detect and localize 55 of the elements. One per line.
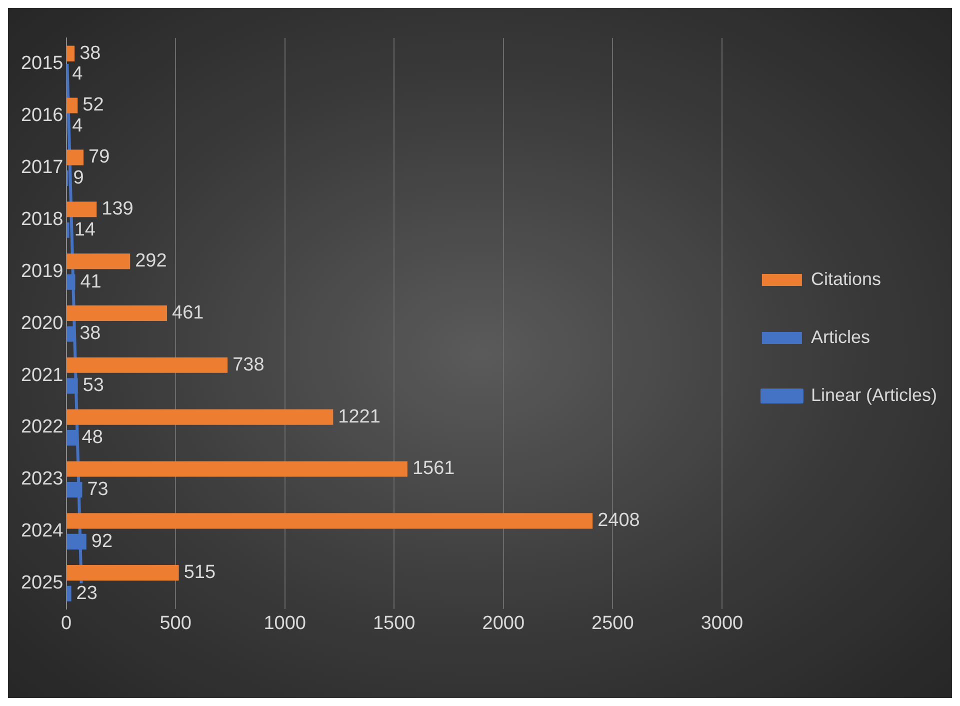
y-tick-label: 2020	[20, 312, 64, 334]
data-label: 4	[72, 64, 84, 85]
data-label: 2408	[598, 510, 640, 532]
data-label: 1561	[412, 458, 455, 480]
x-tick-label: 1500	[372, 612, 416, 634]
x-tick-label: 2000	[482, 612, 525, 634]
bar	[66, 254, 130, 270]
data-label: 41	[80, 271, 102, 292]
data-label: 292	[135, 250, 167, 272]
bar	[66, 357, 228, 373]
bar	[66, 586, 72, 602]
y-tick-label: 2015	[20, 53, 64, 74]
y-tick-label: 2016	[20, 105, 64, 126]
data-label: 53	[82, 375, 104, 396]
data-label: 48	[82, 427, 103, 448]
y-tick-label: 2018	[20, 208, 64, 230]
data-label: 9	[73, 167, 84, 188]
data-label: 73	[87, 479, 108, 500]
y-tick-label: 2024	[20, 520, 64, 542]
bar	[66, 513, 593, 529]
data-label: 38	[80, 42, 101, 64]
x-tick-label: 1000	[264, 612, 306, 634]
y-tick-label: 2017	[20, 157, 64, 178]
bar	[66, 98, 78, 114]
legend-label: Linear (Articles)	[810, 384, 938, 405]
data-label: 92	[91, 530, 113, 552]
data-label: 14	[74, 219, 96, 240]
bar	[66, 202, 97, 218]
data-label: 738	[232, 354, 264, 376]
x-tick-label: 500	[160, 612, 192, 634]
legend-label: Articles	[810, 326, 870, 347]
bar	[66, 565, 179, 581]
y-tick-label: 2025	[20, 572, 64, 594]
y-tick-label: 2021	[20, 364, 64, 386]
bar	[66, 409, 334, 425]
x-tick-label: 0	[60, 612, 72, 634]
y-tick-label: 2019	[20, 260, 64, 282]
data-label: 4	[72, 116, 84, 137]
y-tick-label: 2022	[20, 416, 64, 438]
data-label: 1221	[338, 406, 380, 428]
bar	[66, 150, 84, 166]
legend-label: Citations	[810, 268, 881, 289]
data-label: 79	[88, 146, 110, 168]
x-tick-label: 3000	[700, 612, 744, 634]
y-tick-label: 2023	[20, 468, 64, 490]
data-label: 139	[102, 198, 134, 220]
data-label: 52	[82, 94, 104, 116]
bar	[66, 305, 168, 322]
x-tick-label: 2500	[592, 612, 634, 634]
data-label: 515	[184, 562, 216, 584]
data-label: 23	[76, 582, 98, 604]
data-label: 38	[80, 323, 101, 344]
data-label: 461	[172, 302, 204, 324]
bar	[66, 461, 408, 477]
bar	[66, 46, 75, 62]
